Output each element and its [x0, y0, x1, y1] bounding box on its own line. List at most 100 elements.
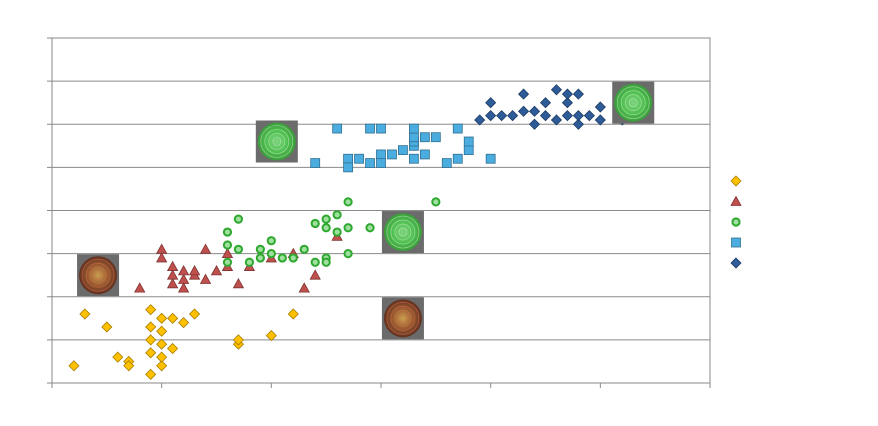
- data-point: [310, 257, 320, 267]
- data-point: [68, 360, 80, 372]
- data-point: [222, 257, 233, 267]
- data-point: [539, 97, 552, 109]
- data-point: [343, 162, 354, 173]
- data-point: [419, 132, 430, 143]
- data-point: [332, 123, 343, 134]
- data-point: [376, 158, 386, 168]
- data-point: [221, 247, 234, 259]
- data-point: [255, 244, 265, 254]
- series-1: [68, 304, 299, 380]
- data-point: [518, 105, 530, 117]
- series-4: [310, 123, 496, 173]
- data-point: [156, 312, 168, 324]
- data-point: [199, 243, 212, 254]
- data-point: [463, 136, 474, 147]
- data-point: [321, 223, 331, 233]
- data-point: [156, 338, 168, 350]
- data-point: [265, 329, 277, 342]
- legend-marker: [730, 175, 742, 187]
- data-point: [199, 273, 212, 284]
- legend-marker: [731, 217, 741, 227]
- data-point: [321, 257, 331, 267]
- target-ring: [394, 223, 412, 241]
- data-point: [376, 123, 386, 134]
- data-point: [561, 88, 573, 100]
- target-ring: [398, 227, 408, 237]
- target-ring: [390, 306, 416, 331]
- data-point: [398, 145, 408, 156]
- axes: [47, 37, 711, 388]
- data-point: [123, 360, 135, 372]
- target-disc: [79, 256, 118, 295]
- data-point: [528, 118, 541, 130]
- target-ring: [89, 266, 107, 284]
- data-point: [101, 321, 113, 333]
- data-point: [507, 110, 519, 122]
- data-point: [177, 265, 190, 276]
- data-point: [134, 282, 146, 293]
- data-point: [496, 110, 508, 122]
- data-point: [452, 153, 463, 164]
- target-ring: [620, 90, 646, 115]
- data-markers: [68, 84, 650, 380]
- data-point: [572, 110, 584, 122]
- data-point: [354, 153, 364, 164]
- target-disc: [257, 122, 296, 161]
- data-point: [594, 114, 606, 126]
- data-point: [572, 88, 584, 100]
- data-point: [408, 123, 419, 134]
- data-point: [145, 334, 157, 346]
- data-point: [365, 158, 375, 168]
- data-point: [210, 265, 223, 276]
- data-point: [594, 101, 606, 113]
- legend-marker: [731, 237, 741, 248]
- data-point: [155, 243, 168, 254]
- data-point: [167, 342, 179, 355]
- target-ring: [624, 94, 642, 111]
- data-point: [145, 321, 157, 333]
- data-point: [518, 88, 530, 100]
- target-ring: [386, 302, 420, 335]
- data-point: [233, 244, 244, 254]
- data-point: [343, 197, 353, 207]
- data-point: [561, 110, 573, 122]
- target-image: [255, 120, 298, 163]
- target-ring: [272, 137, 282, 146]
- data-point: [156, 325, 168, 337]
- data-point: [222, 240, 233, 250]
- data-point: [452, 123, 463, 134]
- target-image: [381, 211, 424, 254]
- data-point: [583, 110, 595, 122]
- data-point: [112, 351, 124, 363]
- data-point: [222, 227, 233, 237]
- data-point: [430, 132, 441, 143]
- data-point: [572, 118, 584, 130]
- data-point: [178, 317, 190, 329]
- data-point: [463, 145, 474, 156]
- data-point: [528, 105, 541, 117]
- data-point: [321, 214, 331, 224]
- data-point: [298, 282, 310, 293]
- target-disc: [614, 83, 653, 122]
- data-point: [550, 114, 563, 126]
- data-point: [177, 282, 190, 293]
- data-point: [167, 312, 179, 324]
- data-point: [145, 304, 157, 316]
- target-image: [381, 297, 424, 340]
- data-point: [376, 149, 386, 160]
- data-point: [365, 123, 375, 134]
- target-ring: [394, 310, 412, 327]
- data-point: [485, 110, 497, 122]
- data-point: [277, 253, 287, 263]
- target-image: [77, 254, 120, 297]
- data-point: [431, 197, 441, 207]
- legend-entry-1: [730, 175, 742, 187]
- data-point: [332, 227, 342, 237]
- target-ring: [398, 314, 408, 323]
- data-point: [145, 368, 157, 380]
- data-point: [166, 277, 179, 289]
- target-ring: [616, 86, 650, 119]
- legend-marker: [730, 257, 742, 269]
- image-markers: [77, 81, 655, 340]
- data-point: [155, 252, 168, 263]
